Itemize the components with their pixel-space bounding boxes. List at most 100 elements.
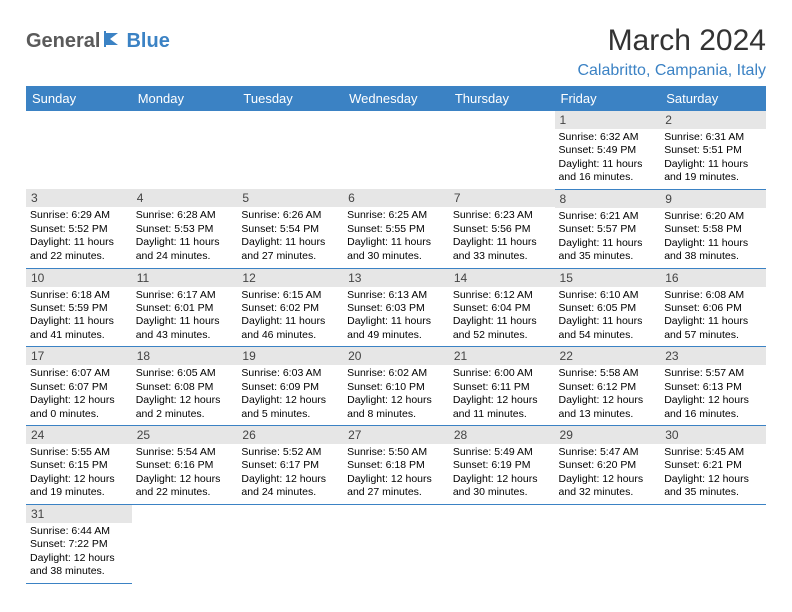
day-info: Sunrise: 6:44 AMSunset: 7:22 PMDaylight:…	[26, 523, 132, 583]
day-header: Wednesday	[343, 86, 449, 111]
day-header: Sunday	[26, 86, 132, 111]
day-number: 2	[660, 111, 766, 129]
day-number: 3	[26, 189, 132, 207]
header: General Blue March 2024 Calabritto, Camp…	[26, 24, 766, 80]
calendar-day: 12Sunrise: 6:15 AMSunset: 6:02 PMDayligh…	[237, 268, 343, 347]
logo-text-general: General	[26, 30, 100, 53]
day-info: Sunrise: 5:54 AMSunset: 6:16 PMDaylight:…	[132, 444, 238, 504]
day-info: Sunrise: 5:45 AMSunset: 6:21 PMDaylight:…	[660, 444, 766, 504]
day-number: 8	[555, 190, 661, 208]
day-info: Sunrise: 6:18 AMSunset: 5:59 PMDaylight:…	[26, 287, 132, 347]
day-info: Sunrise: 6:29 AMSunset: 5:52 PMDaylight:…	[26, 207, 132, 267]
calendar-week: 31Sunrise: 6:44 AMSunset: 7:22 PMDayligh…	[26, 504, 766, 583]
day-header: Saturday	[660, 86, 766, 111]
day-number: 12	[237, 269, 343, 287]
day-info: Sunrise: 6:32 AMSunset: 5:49 PMDaylight:…	[555, 129, 661, 189]
calendar-day: 31Sunrise: 6:44 AMSunset: 7:22 PMDayligh…	[26, 504, 132, 583]
day-info: Sunrise: 6:10 AMSunset: 6:05 PMDaylight:…	[555, 287, 661, 347]
day-number: 22	[555, 347, 661, 365]
calendar-day: 21Sunrise: 6:00 AMSunset: 6:11 PMDayligh…	[449, 347, 555, 426]
day-number: 11	[132, 269, 238, 287]
calendar-week: 1Sunrise: 6:32 AMSunset: 5:49 PMDaylight…	[26, 111, 766, 189]
day-number: 27	[343, 426, 449, 444]
logo-text-blue: Blue	[126, 30, 169, 53]
day-number: 6	[343, 189, 449, 207]
calendar-week: 17Sunrise: 6:07 AMSunset: 6:07 PMDayligh…	[26, 347, 766, 426]
calendar-day: 6Sunrise: 6:25 AMSunset: 5:55 PMDaylight…	[343, 189, 449, 268]
calendar-day: 30Sunrise: 5:45 AMSunset: 6:21 PMDayligh…	[660, 426, 766, 505]
calendar-day: 25Sunrise: 5:54 AMSunset: 6:16 PMDayligh…	[132, 426, 238, 505]
day-number: 1	[555, 111, 661, 129]
calendar-day: 7Sunrise: 6:23 AMSunset: 5:56 PMDaylight…	[449, 189, 555, 268]
calendar-day: 15Sunrise: 6:10 AMSunset: 6:05 PMDayligh…	[555, 268, 661, 347]
calendar-day-empty	[237, 111, 343, 189]
day-info: Sunrise: 6:20 AMSunset: 5:58 PMDaylight:…	[660, 208, 766, 268]
calendar-day-empty	[132, 504, 238, 583]
calendar-day-empty	[449, 111, 555, 189]
day-number: 16	[660, 269, 766, 287]
day-info: Sunrise: 6:31 AMSunset: 5:51 PMDaylight:…	[660, 129, 766, 189]
day-info: Sunrise: 6:12 AMSunset: 6:04 PMDaylight:…	[449, 287, 555, 347]
day-info: Sunrise: 6:07 AMSunset: 6:07 PMDaylight:…	[26, 365, 132, 425]
calendar-day: 11Sunrise: 6:17 AMSunset: 6:01 PMDayligh…	[132, 268, 238, 347]
day-info: Sunrise: 5:50 AMSunset: 6:18 PMDaylight:…	[343, 444, 449, 504]
calendar-day-empty	[26, 111, 132, 189]
title-block: March 2024 Calabritto, Campania, Italy	[577, 24, 766, 80]
calendar-day: 27Sunrise: 5:50 AMSunset: 6:18 PMDayligh…	[343, 426, 449, 505]
flag-icon	[104, 31, 124, 52]
calendar-day: 26Sunrise: 5:52 AMSunset: 6:17 PMDayligh…	[237, 426, 343, 505]
day-number: 13	[343, 269, 449, 287]
day-number: 14	[449, 269, 555, 287]
calendar-day: 4Sunrise: 6:28 AMSunset: 5:53 PMDaylight…	[132, 189, 238, 268]
day-header: Thursday	[449, 86, 555, 111]
day-info: Sunrise: 6:26 AMSunset: 5:54 PMDaylight:…	[237, 207, 343, 267]
day-info: Sunrise: 6:02 AMSunset: 6:10 PMDaylight:…	[343, 365, 449, 425]
day-number: 28	[449, 426, 555, 444]
month-title: March 2024	[577, 24, 766, 58]
day-number: 10	[26, 269, 132, 287]
calendar-day: 20Sunrise: 6:02 AMSunset: 6:10 PMDayligh…	[343, 347, 449, 426]
calendar-day: 23Sunrise: 5:57 AMSunset: 6:13 PMDayligh…	[660, 347, 766, 426]
calendar-day: 14Sunrise: 6:12 AMSunset: 6:04 PMDayligh…	[449, 268, 555, 347]
calendar-day: 22Sunrise: 5:58 AMSunset: 6:12 PMDayligh…	[555, 347, 661, 426]
calendar-day: 3Sunrise: 6:29 AMSunset: 5:52 PMDaylight…	[26, 189, 132, 268]
day-number: 4	[132, 189, 238, 207]
calendar-day: 28Sunrise: 5:49 AMSunset: 6:19 PMDayligh…	[449, 426, 555, 505]
calendar-week: 24Sunrise: 5:55 AMSunset: 6:15 PMDayligh…	[26, 426, 766, 505]
day-info: Sunrise: 6:21 AMSunset: 5:57 PMDaylight:…	[555, 208, 661, 268]
day-info: Sunrise: 6:28 AMSunset: 5:53 PMDaylight:…	[132, 207, 238, 267]
day-info: Sunrise: 6:03 AMSunset: 6:09 PMDaylight:…	[237, 365, 343, 425]
day-info: Sunrise: 6:08 AMSunset: 6:06 PMDaylight:…	[660, 287, 766, 347]
calendar-day-empty	[132, 111, 238, 189]
location: Calabritto, Campania, Italy	[577, 62, 766, 80]
day-number: 15	[555, 269, 661, 287]
day-header: Monday	[132, 86, 238, 111]
calendar-body: 1Sunrise: 6:32 AMSunset: 5:49 PMDaylight…	[26, 111, 766, 583]
calendar-day: 19Sunrise: 6:03 AMSunset: 6:09 PMDayligh…	[237, 347, 343, 426]
day-info: Sunrise: 6:05 AMSunset: 6:08 PMDaylight:…	[132, 365, 238, 425]
calendar-day-empty	[555, 504, 661, 583]
calendar-day: 24Sunrise: 5:55 AMSunset: 6:15 PMDayligh…	[26, 426, 132, 505]
day-number: 7	[449, 189, 555, 207]
day-number: 18	[132, 347, 238, 365]
calendar-day-empty	[343, 111, 449, 189]
day-number: 31	[26, 505, 132, 523]
calendar-day: 29Sunrise: 5:47 AMSunset: 6:20 PMDayligh…	[555, 426, 661, 505]
day-number: 21	[449, 347, 555, 365]
calendar-day: 17Sunrise: 6:07 AMSunset: 6:07 PMDayligh…	[26, 347, 132, 426]
calendar-day: 16Sunrise: 6:08 AMSunset: 6:06 PMDayligh…	[660, 268, 766, 347]
day-number: 19	[237, 347, 343, 365]
calendar-day: 18Sunrise: 6:05 AMSunset: 6:08 PMDayligh…	[132, 347, 238, 426]
calendar-table: SundayMondayTuesdayWednesdayThursdayFrid…	[26, 86, 766, 584]
calendar-week: 3Sunrise: 6:29 AMSunset: 5:52 PMDaylight…	[26, 189, 766, 268]
day-info: Sunrise: 5:49 AMSunset: 6:19 PMDaylight:…	[449, 444, 555, 504]
day-info: Sunrise: 6:15 AMSunset: 6:02 PMDaylight:…	[237, 287, 343, 347]
day-number: 9	[660, 190, 766, 208]
calendar-day: 8Sunrise: 6:21 AMSunset: 5:57 PMDaylight…	[555, 189, 661, 268]
calendar-day: 13Sunrise: 6:13 AMSunset: 6:03 PMDayligh…	[343, 268, 449, 347]
calendar-day: 5Sunrise: 6:26 AMSunset: 5:54 PMDaylight…	[237, 189, 343, 268]
day-number: 24	[26, 426, 132, 444]
logo: General Blue	[26, 30, 170, 53]
day-header: Friday	[555, 86, 661, 111]
day-info: Sunrise: 5:47 AMSunset: 6:20 PMDaylight:…	[555, 444, 661, 504]
